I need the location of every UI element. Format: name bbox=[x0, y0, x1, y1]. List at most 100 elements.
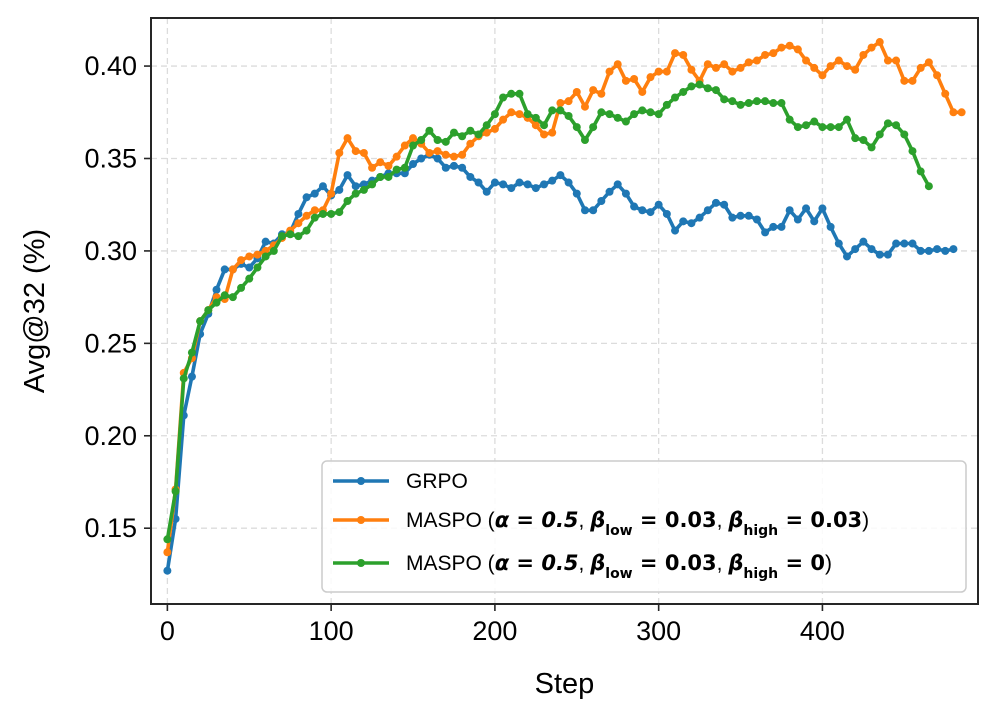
data-point bbox=[400, 141, 409, 150]
data-point bbox=[646, 73, 655, 82]
data-point bbox=[802, 56, 811, 65]
data-point bbox=[752, 56, 761, 65]
data-point bbox=[818, 71, 827, 80]
legend-label: GRPO bbox=[406, 470, 468, 493]
data-point bbox=[621, 76, 630, 85]
data-point bbox=[384, 161, 393, 170]
data-point bbox=[400, 169, 409, 178]
series-group bbox=[163, 38, 966, 575]
data-point bbox=[589, 123, 598, 132]
data-point bbox=[769, 99, 778, 108]
data-point bbox=[351, 182, 360, 191]
data-point bbox=[466, 172, 475, 181]
data-point bbox=[556, 99, 565, 108]
data-point bbox=[597, 89, 606, 98]
data-point bbox=[392, 152, 401, 161]
data-point bbox=[671, 49, 680, 58]
data-point bbox=[220, 291, 229, 300]
data-point bbox=[441, 163, 450, 172]
data-point bbox=[482, 187, 491, 196]
data-point bbox=[474, 130, 483, 139]
data-point bbox=[851, 134, 860, 143]
data-point bbox=[310, 189, 319, 198]
data-point bbox=[433, 154, 442, 163]
data-point bbox=[499, 180, 508, 189]
data-point bbox=[458, 163, 467, 172]
data-point bbox=[695, 213, 704, 222]
data-point bbox=[834, 123, 843, 132]
data-point bbox=[654, 110, 663, 119]
data-point bbox=[933, 71, 942, 80]
data-point bbox=[802, 121, 811, 130]
data-point bbox=[351, 189, 360, 198]
data-point bbox=[941, 89, 950, 98]
data-point bbox=[310, 213, 319, 222]
data-point bbox=[409, 160, 418, 169]
data-point bbox=[736, 63, 745, 72]
data-point bbox=[318, 182, 327, 191]
data-point bbox=[818, 123, 827, 132]
data-point bbox=[883, 250, 892, 259]
data-point bbox=[859, 237, 868, 246]
data-point bbox=[384, 172, 393, 181]
data-point bbox=[548, 106, 557, 115]
data-point bbox=[875, 250, 884, 259]
data-point bbox=[769, 49, 778, 58]
data-point bbox=[916, 63, 925, 72]
data-point bbox=[490, 178, 499, 187]
data-point bbox=[294, 209, 303, 218]
data-point bbox=[900, 130, 909, 139]
data-point bbox=[679, 217, 688, 226]
data-point bbox=[646, 108, 655, 117]
data-point bbox=[228, 293, 237, 302]
data-point bbox=[523, 180, 532, 189]
data-point bbox=[261, 252, 270, 261]
x-axis-label: Step bbox=[535, 668, 595, 700]
data-point bbox=[654, 200, 663, 209]
data-point bbox=[785, 206, 794, 215]
data-point bbox=[810, 217, 819, 226]
data-point bbox=[761, 50, 770, 59]
data-point bbox=[449, 152, 458, 161]
data-point bbox=[892, 121, 901, 130]
data-point bbox=[433, 136, 442, 145]
data-point bbox=[892, 239, 901, 248]
data-point bbox=[703, 84, 712, 93]
data-point bbox=[490, 110, 499, 119]
data-point bbox=[548, 128, 557, 137]
data-point bbox=[449, 161, 458, 170]
data-point bbox=[540, 130, 549, 139]
data-point bbox=[826, 62, 835, 71]
data-point bbox=[859, 136, 868, 145]
data-point bbox=[204, 306, 213, 315]
data-point bbox=[883, 119, 892, 128]
data-point bbox=[728, 213, 737, 222]
data-point bbox=[834, 56, 843, 65]
data-point bbox=[892, 56, 901, 65]
data-point bbox=[924, 246, 933, 255]
data-point bbox=[196, 317, 205, 326]
data-point bbox=[466, 139, 475, 148]
data-point bbox=[589, 206, 598, 215]
data-point bbox=[163, 535, 172, 544]
data-point bbox=[359, 180, 368, 189]
data-point bbox=[343, 171, 352, 180]
data-point bbox=[441, 137, 450, 146]
x-tick-label: 100 bbox=[309, 616, 354, 646]
legend-marker bbox=[357, 516, 365, 524]
data-point bbox=[613, 60, 622, 69]
data-point bbox=[777, 222, 786, 231]
data-point bbox=[908, 147, 917, 156]
data-point bbox=[163, 548, 172, 557]
data-point bbox=[245, 252, 254, 261]
data-point bbox=[458, 132, 467, 141]
data-point bbox=[564, 97, 573, 106]
data-point bbox=[949, 108, 958, 117]
data-point bbox=[572, 189, 581, 198]
data-point bbox=[834, 239, 843, 248]
data-point bbox=[621, 117, 630, 126]
data-point bbox=[187, 372, 196, 381]
data-point bbox=[842, 252, 851, 261]
data-point bbox=[474, 178, 483, 187]
data-point bbox=[212, 298, 221, 307]
